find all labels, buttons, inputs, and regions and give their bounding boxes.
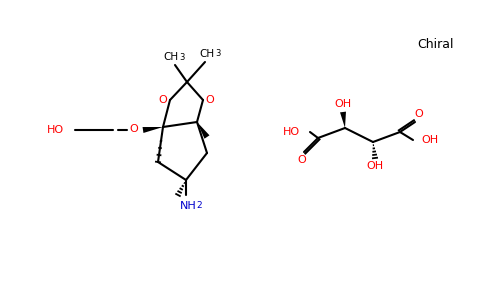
Text: HO: HO [283,127,300,137]
Text: O: O [298,155,306,165]
Text: O: O [159,95,167,105]
Text: 3: 3 [179,52,185,62]
Text: NH: NH [180,201,197,211]
Text: OH: OH [366,161,383,171]
Text: 3: 3 [215,50,221,58]
Text: HO: HO [47,125,64,135]
Text: CH: CH [164,52,179,62]
Text: 2: 2 [196,202,202,211]
Text: O: O [415,109,424,119]
Text: Chiral: Chiral [417,38,453,52]
Text: O: O [130,124,138,134]
Polygon shape [340,112,346,128]
Text: CH: CH [199,49,214,59]
Text: OH: OH [334,99,351,109]
Text: O: O [206,95,214,105]
Polygon shape [143,127,163,133]
Text: OH: OH [421,135,438,145]
Polygon shape [197,122,210,139]
